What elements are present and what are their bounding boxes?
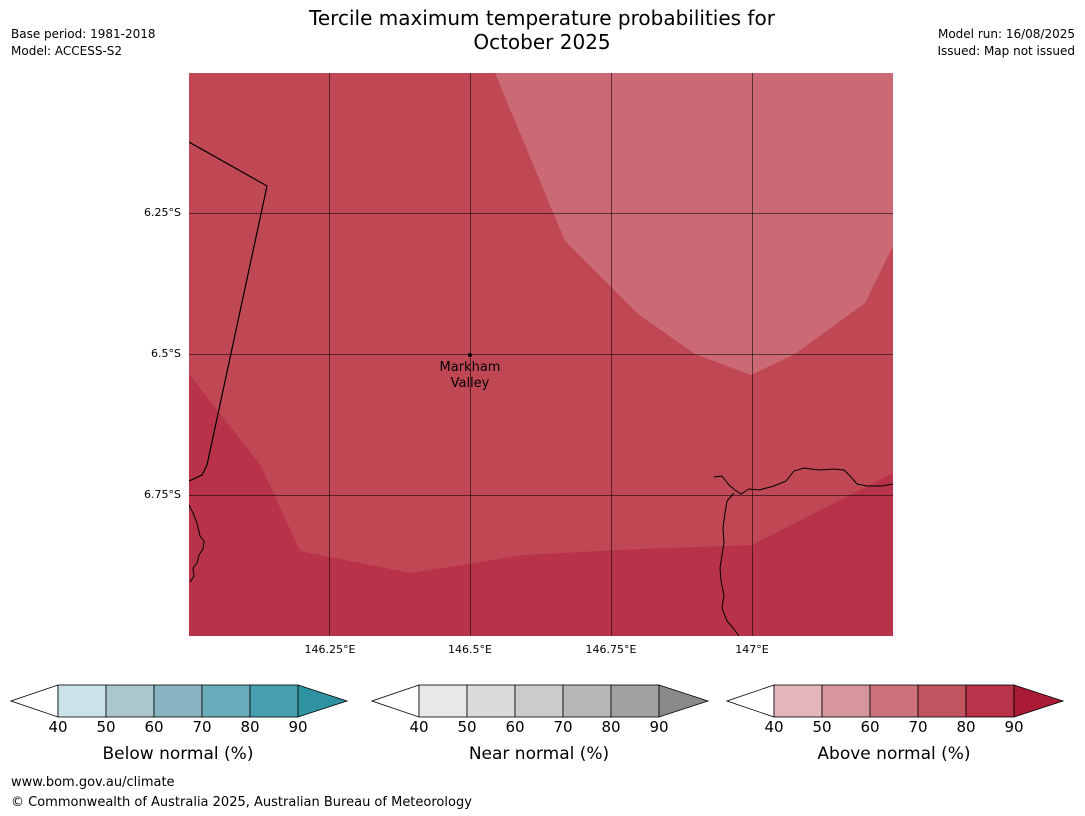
- coastline-west: [189, 504, 205, 583]
- colorbar-near-segment: [562, 684, 612, 718]
- header-right: Model run: 16/08/2025 Issued: Map not is…: [937, 26, 1075, 60]
- coastline-east: [713, 467, 893, 495]
- map-title: Tercile maximum temperature probabilitie…: [242, 6, 842, 54]
- river: [719, 492, 740, 636]
- colorbar-below-segment: [153, 684, 203, 718]
- colorbar-near-title: Near normal (%): [468, 744, 610, 764]
- colorbar-below-title: Below normal (%): [102, 744, 254, 764]
- colorbar-near-lower-extend: [371, 684, 420, 718]
- colorbar-below-segment: [201, 684, 251, 718]
- colorbar-above-title: Above normal (%): [817, 744, 971, 764]
- lon-label-146-25: 146.25°E: [304, 643, 356, 656]
- header-left: Base period: 1981-2018 Model: ACCESS-S2: [11, 26, 156, 60]
- province-boundary: [189, 141, 268, 482]
- title-line-1: Tercile maximum temperature probabilitie…: [309, 6, 775, 30]
- colorbar-below-tick: 50: [96, 718, 116, 736]
- colorbar-above-tick: 50: [812, 718, 832, 736]
- town-marker[interactable]: [468, 353, 472, 357]
- colorbar-above-tick: 90: [1004, 718, 1024, 736]
- lat-label-6-25: 6.25°S: [144, 206, 181, 219]
- lat-label-6-5: 6.5°S: [151, 347, 181, 360]
- colorbar-above-tick: 80: [956, 718, 976, 736]
- lat-label-6-75: 6.75°S: [144, 488, 181, 501]
- probability-band-80-90: [189, 374, 893, 636]
- colorbar-near-tick: 60: [505, 718, 525, 736]
- colorbar-near-tick: 90: [649, 718, 669, 736]
- footer-copyright: © Commonwealth of Australia 2025, Austra…: [11, 795, 472, 810]
- footer-url[interactable]: www.bom.gov.au/climate: [11, 775, 175, 790]
- colorbar-below-segment: [105, 684, 155, 718]
- base-period-text: Base period: 1981-2018: [11, 27, 156, 41]
- colorbar-near-segment: [466, 684, 516, 718]
- colorbar-below-upper-extend: [297, 684, 349, 718]
- colorbar-below-segment: [249, 684, 299, 718]
- lon-label-146-5: 146.5°E: [448, 643, 492, 656]
- colorbar-below-svg: [10, 684, 349, 718]
- colorbar-above-tick: 70: [908, 718, 928, 736]
- colorbar-above-segment: [869, 684, 919, 718]
- colorbar-below-tick: 80: [240, 718, 260, 736]
- issued-text: Issued: Map not issued: [937, 44, 1075, 58]
- colorbar-near-svg: [371, 684, 710, 718]
- probability-band-60-70: [495, 73, 893, 375]
- lon-label-147: 147°E: [735, 643, 769, 656]
- colorbar-near-upper-extend: [658, 684, 710, 718]
- colorbar-below-normal: 40 50 60 70 80 90 Below normal (%): [10, 684, 350, 768]
- colorbar-above-segment: [917, 684, 967, 718]
- model-text: Model: ACCESS-S2: [11, 44, 123, 58]
- colorbar-above-segment: [821, 684, 871, 718]
- colorbar-above-tick: 40: [764, 718, 784, 736]
- colorbar-above-upper-extend: [1013, 684, 1065, 718]
- colorbar-below-tick: 40: [48, 718, 68, 736]
- colorbar-near-tick: 80: [601, 718, 621, 736]
- colorbar-near-tick: 40: [409, 718, 429, 736]
- colorbar-below-tick: 60: [144, 718, 164, 736]
- place-label-line-1: Markham: [439, 360, 501, 375]
- map-panel[interactable]: [189, 73, 893, 636]
- colorbar-above-segment: [965, 684, 1015, 718]
- colorbar-near-tick: 70: [553, 718, 573, 736]
- colorbar-below-lower-extend: [10, 684, 59, 718]
- colorbar-below-tick: 70: [192, 718, 212, 736]
- colorbar-near-segment: [514, 684, 564, 718]
- title-line-2: October 2025: [473, 30, 611, 54]
- colorbar-near-normal: 40 50 60 70 80 90 Near normal (%): [371, 684, 711, 768]
- place-label-line-2: Valley: [450, 376, 490, 391]
- colorbar-below-segment: [57, 684, 107, 718]
- colorbar-above-segment: [773, 684, 823, 718]
- colorbar-near-tick: 50: [457, 718, 477, 736]
- map-svg: [189, 73, 893, 636]
- colorbar-above-lower-extend: [726, 684, 775, 718]
- place-label-markham-valley: Markham Valley: [410, 360, 530, 392]
- lon-label-146-75: 146.75°E: [585, 643, 637, 656]
- colorbar-near-segment: [418, 684, 468, 718]
- model-run-text: Model run: 16/08/2025: [937, 27, 1075, 41]
- colorbar-above-tick: 60: [860, 718, 880, 736]
- colorbar-below-tick: 90: [288, 718, 308, 736]
- colorbar-near-segment: [610, 684, 660, 718]
- graticule: [189, 73, 893, 636]
- colorbar-above-svg: [726, 684, 1065, 718]
- colorbar-above-normal: 40 50 60 70 80 90 Above normal (%): [726, 684, 1066, 768]
